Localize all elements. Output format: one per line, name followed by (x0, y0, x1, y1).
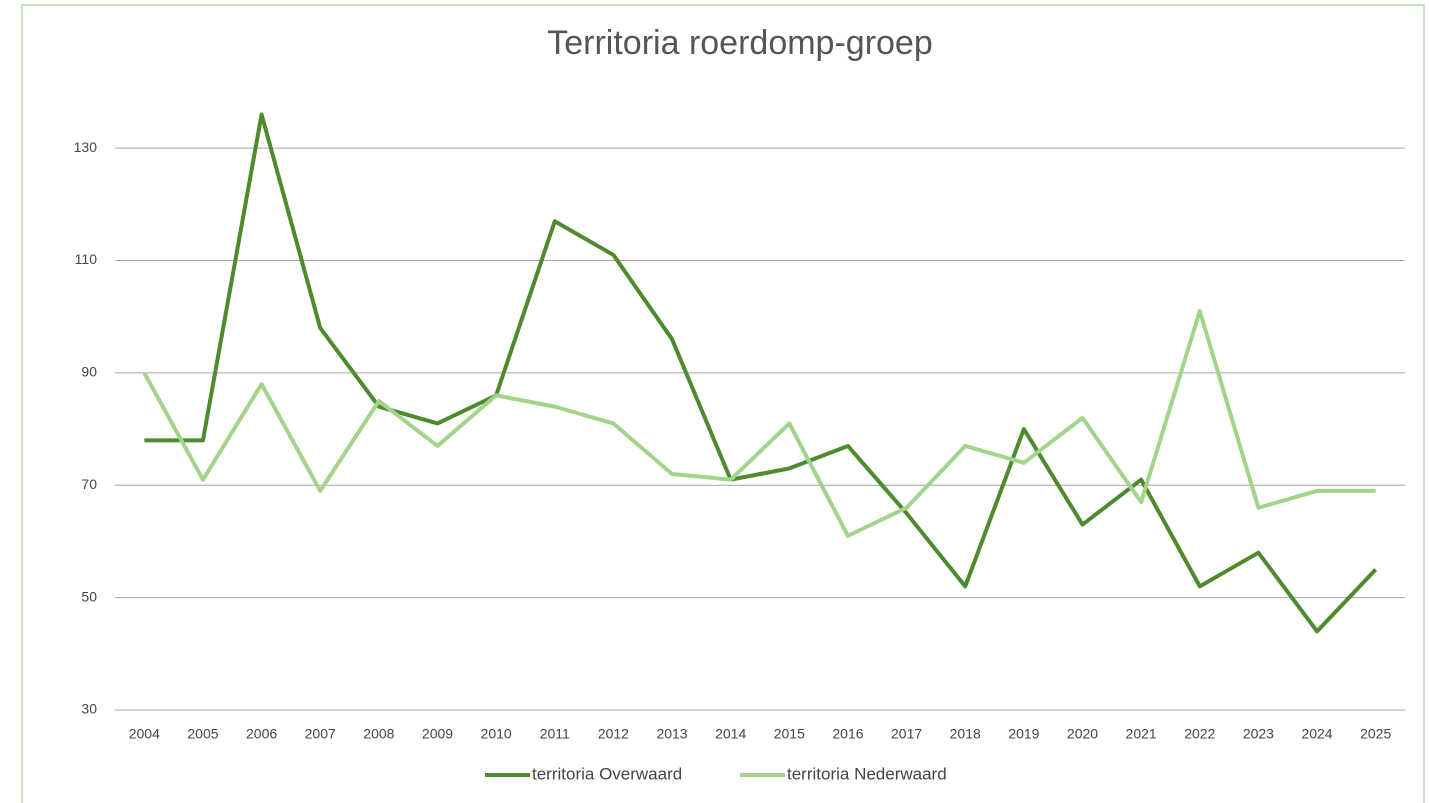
y-tick-label: 130 (74, 139, 98, 155)
data-line (142, 309, 1376, 538)
legend-label: territoria Overwaard (532, 764, 682, 783)
data-line (144, 112, 1378, 634)
x-tick-label: 2018 (950, 726, 981, 742)
x-tick-label: 2014 (715, 726, 746, 742)
x-tick-label: 2024 (1301, 726, 1332, 742)
x-tick-label: 2007 (305, 726, 336, 742)
x-tick-label: 2010 (481, 726, 512, 742)
x-tick-label: 2015 (774, 726, 805, 742)
x-tick-label: 2006 (246, 726, 277, 742)
x-tick-label: 2021 (1126, 726, 1157, 742)
y-tick-label: 70 (81, 476, 97, 492)
legend-label: territoria Nederwaard (787, 764, 947, 783)
y-tick-label: 90 (81, 364, 97, 380)
x-tick-label: 2005 (187, 726, 218, 742)
x-tick-label: 2008 (363, 726, 394, 742)
x-tick-label: 2025 (1360, 726, 1391, 742)
x-tick-label: 2009 (422, 726, 453, 742)
x-tick-label: 2019 (1008, 726, 1039, 742)
x-tick-label: 2022 (1184, 726, 1215, 742)
x-tick-label: 2011 (540, 726, 570, 742)
chart-title: Territoria roerdomp-groep (547, 24, 933, 62)
x-tick-label: 2023 (1243, 726, 1274, 742)
x-tick-label: 2012 (598, 726, 629, 742)
x-tick-label: 2017 (891, 726, 922, 742)
y-tick-label: 110 (75, 251, 98, 267)
chart-frame (21, 4, 1425, 803)
x-tick-label: 2020 (1067, 726, 1098, 742)
y-tick-label: 50 (81, 588, 97, 604)
y-tick-label: 30 (81, 701, 97, 717)
x-tick-label: 2004 (129, 726, 160, 742)
x-tick-label: 2013 (656, 726, 687, 742)
x-tick-label: 2016 (832, 726, 863, 742)
